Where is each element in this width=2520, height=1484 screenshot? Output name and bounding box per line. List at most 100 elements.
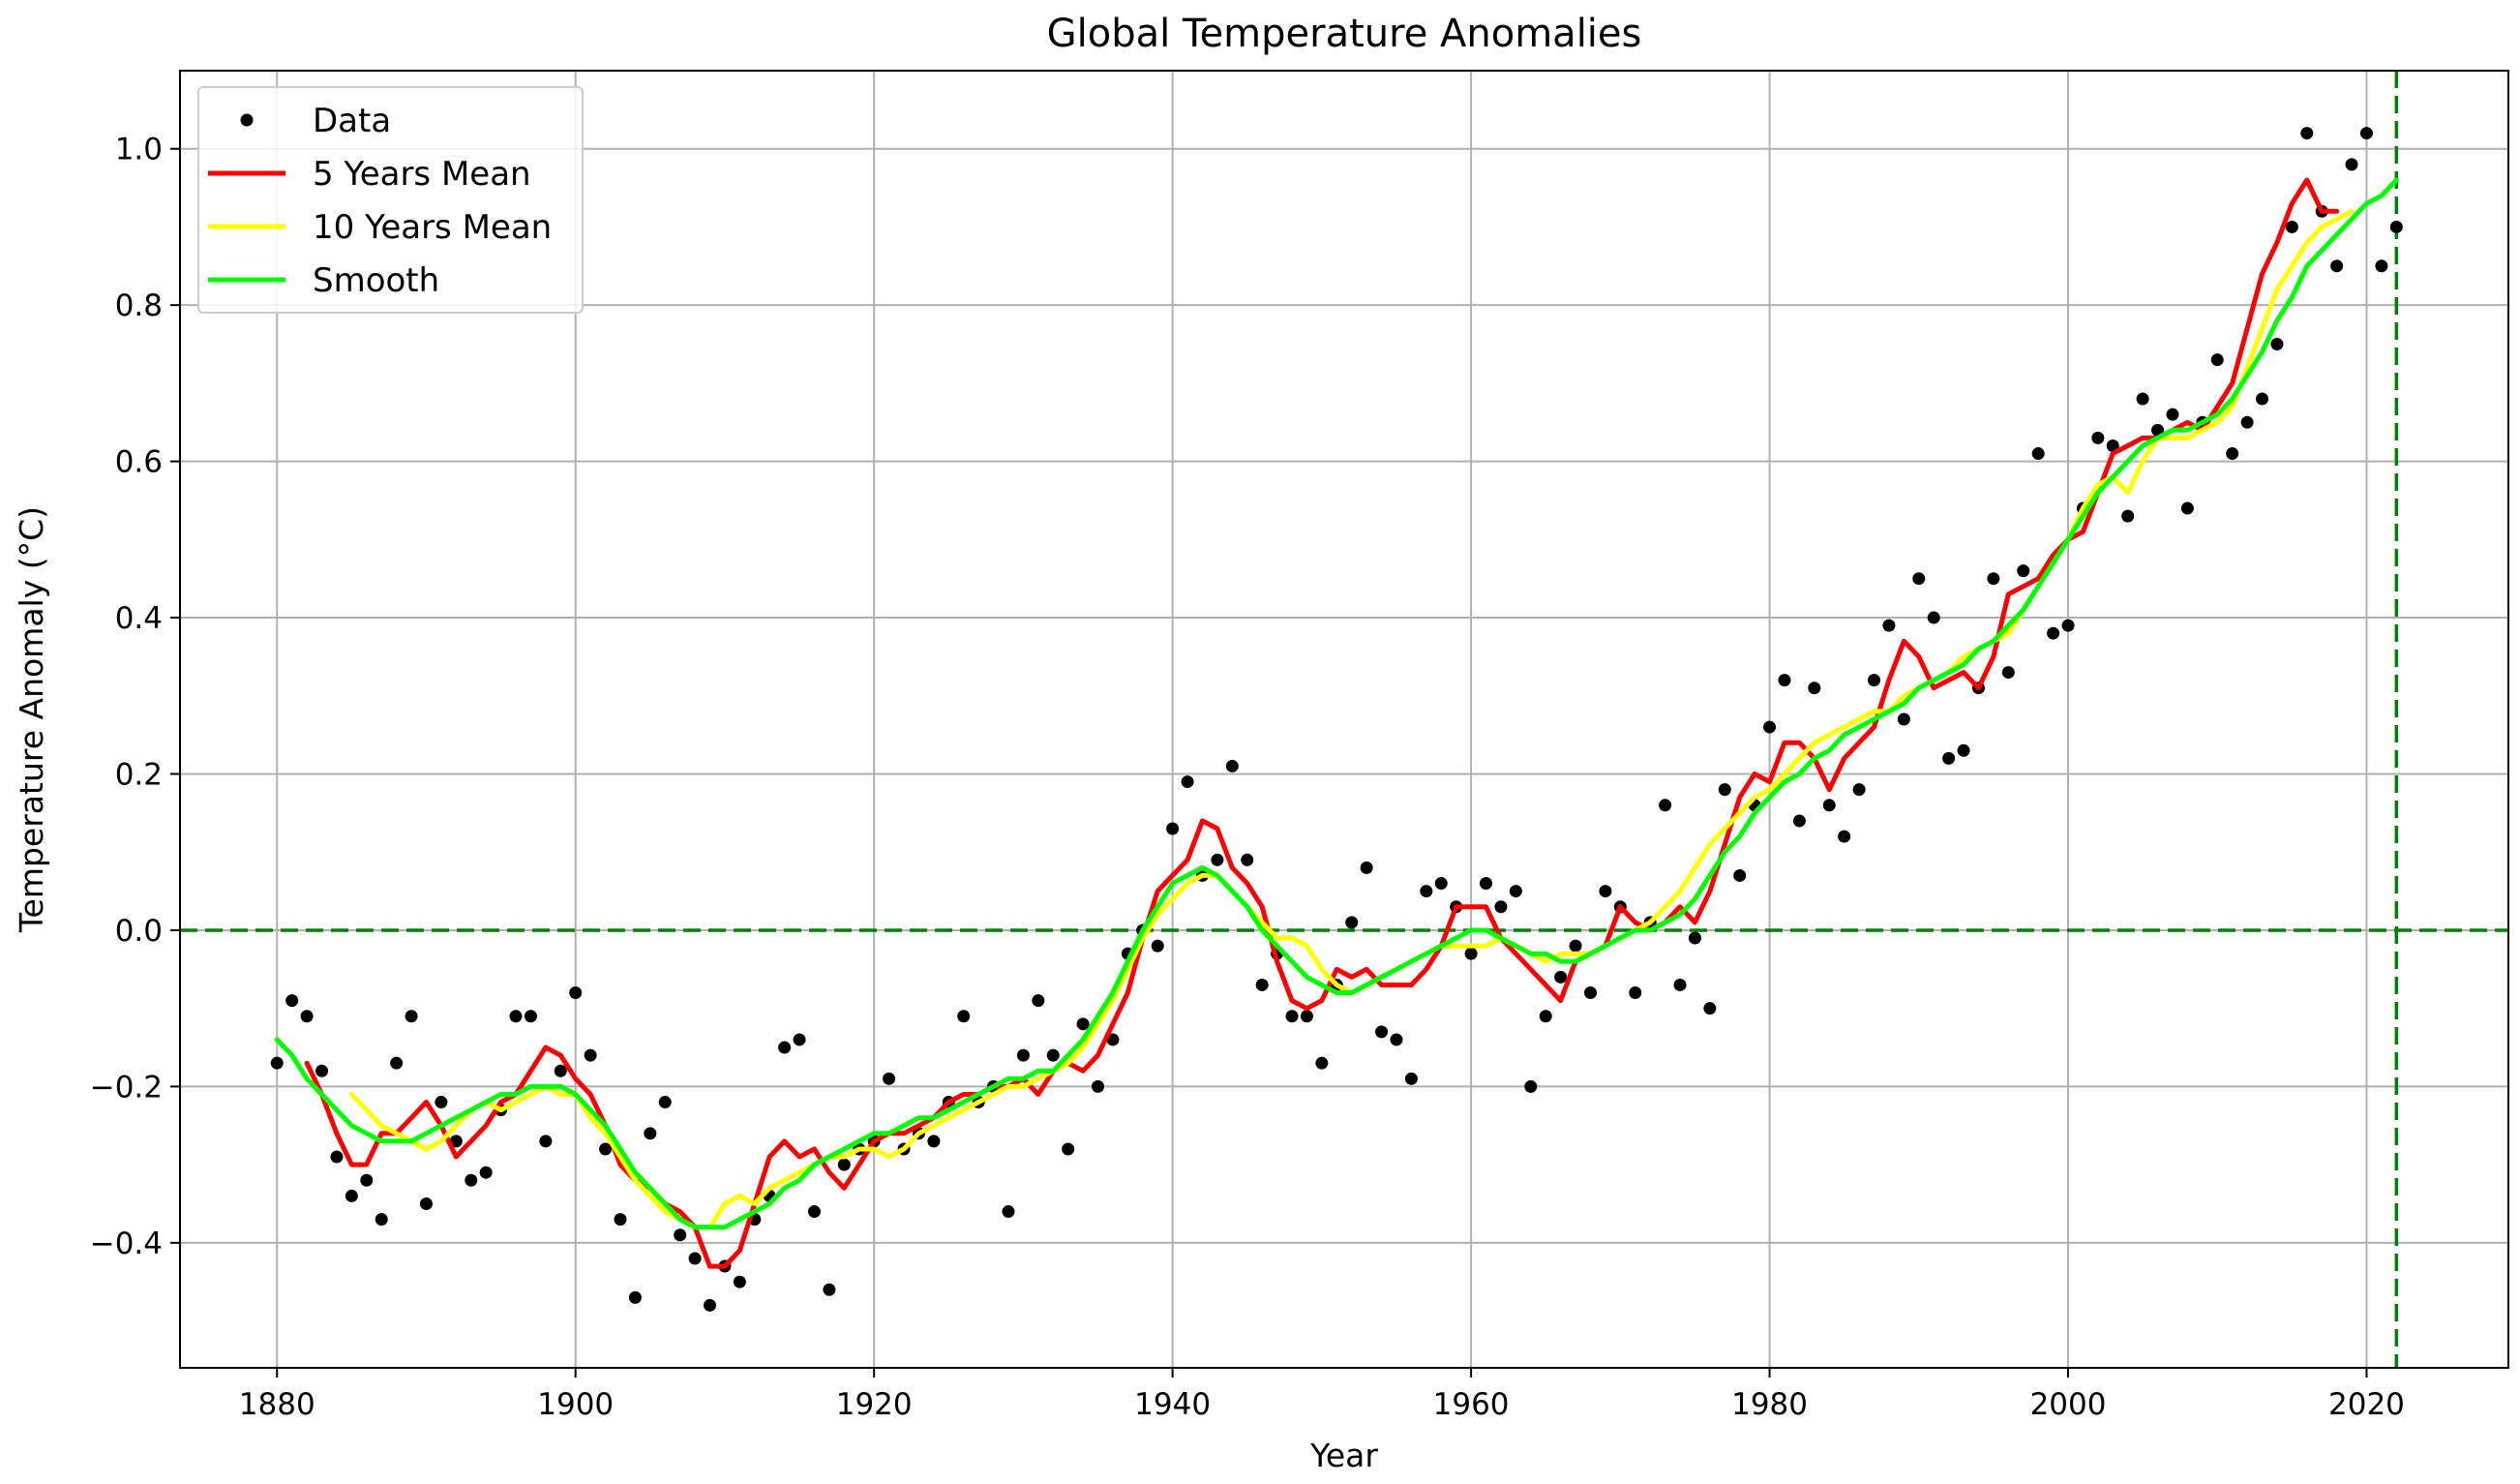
data-point [1733, 868, 1747, 882]
data-point [2300, 127, 2314, 140]
data-point [1509, 885, 1522, 898]
data-point [1688, 931, 1701, 945]
data-point [674, 1228, 687, 1242]
data-point [2001, 666, 2015, 680]
data-point [2389, 220, 2403, 233]
data-point [479, 1166, 493, 1179]
data-point [1225, 759, 1239, 772]
data-point [2359, 127, 2373, 140]
data-point [1032, 994, 1045, 1008]
data-point [1211, 853, 1224, 866]
legend-label-data: Data [313, 102, 391, 140]
data-point [2151, 423, 2165, 437]
data-point [688, 1252, 702, 1265]
x-tick-label: 2020 [2328, 1387, 2405, 1422]
data-point [270, 1056, 284, 1070]
data-point [2256, 392, 2269, 406]
data-point [539, 1135, 553, 1148]
data-point [1927, 611, 1940, 624]
x-tick-label: 1880 [239, 1387, 315, 1422]
series-lines [274, 177, 2399, 1269]
data-point [1300, 1010, 1313, 1023]
data-point [1539, 1010, 1552, 1023]
data-point [644, 1127, 657, 1140]
data-point [390, 1056, 404, 1070]
x-axis: 1880 1900 1920 1940 1960 1980 2000 2020 [239, 1368, 2405, 1422]
data-point [883, 1072, 896, 1085]
data-point [704, 1298, 717, 1312]
data-point [1599, 885, 1612, 898]
data-point [2375, 259, 2388, 273]
data-point [1106, 1033, 1120, 1046]
data-point [1822, 799, 1836, 812]
y-tick-label: 0.6 [115, 445, 163, 480]
data-point [1016, 1048, 1030, 1062]
data-point [524, 1010, 537, 1023]
legend-label-10-years-mean: 10 Years Mean [313, 208, 552, 247]
data-point [1241, 853, 1254, 866]
data-point [435, 1096, 448, 1109]
data-point [1897, 712, 1910, 726]
x-tick-label: 1940 [1134, 1387, 1211, 1422]
y-tick-label: −0.2 [90, 1070, 163, 1105]
data-point [1046, 1048, 1060, 1062]
legend: Data 5 Years Mean 10 Years Mean Smooth [197, 86, 584, 314]
data-point [1494, 900, 1508, 914]
legend-box [197, 86, 584, 314]
y-tick-label: 1.0 [115, 133, 163, 167]
x-tick-label: 1960 [1433, 1387, 1510, 1422]
data-point [2180, 501, 2194, 515]
y-tick-label: 0.4 [115, 601, 163, 636]
data-point [1718, 783, 1731, 797]
data-point [1404, 1072, 1418, 1085]
y-axis-label: Temperature Anomaly (°C) [13, 506, 50, 933]
data-point [1987, 572, 2000, 586]
data-point [554, 1064, 567, 1077]
data-point [1554, 970, 1568, 984]
chart-title: Global Temperature Anomalies [1047, 12, 1642, 56]
data-point [599, 1142, 613, 1156]
data-point [2106, 439, 2119, 452]
data-point [1703, 1002, 1717, 1015]
data-point [2091, 431, 2105, 444]
data-point [1763, 720, 1777, 734]
y-tick-label: −0.4 [90, 1227, 163, 1261]
data-point [1569, 939, 1582, 953]
data-point [614, 1213, 627, 1227]
data-point [1002, 1205, 1015, 1219]
data-point [1390, 1033, 1403, 1046]
data-point [2017, 564, 2030, 578]
data-point [345, 1189, 358, 1202]
data-point [2136, 392, 2149, 406]
data-point [2345, 158, 2358, 171]
data-point [375, 1213, 388, 1227]
data-point [1464, 947, 1478, 960]
data-point [1345, 916, 1359, 929]
data-point [807, 1205, 821, 1219]
data-point [509, 1010, 523, 1023]
y-tick-label: 0.2 [115, 758, 163, 793]
y-tick-label: 0.8 [115, 288, 163, 323]
data-point [1942, 751, 1956, 765]
data-point [927, 1135, 941, 1148]
x-tick-label: 1900 [537, 1387, 614, 1422]
data-point [1420, 885, 1433, 898]
data-point [1792, 814, 1806, 828]
data-point [1375, 1025, 1389, 1039]
data-point [569, 986, 583, 1000]
x-tick-label: 1980 [1731, 1387, 1808, 1422]
data-point [778, 1041, 792, 1054]
data-point [2121, 509, 2135, 523]
data-point [2061, 619, 2075, 632]
data-point [823, 1283, 836, 1296]
data-point [360, 1173, 374, 1187]
reference-lines [180, 71, 2508, 1368]
legend-label-smooth: Smooth [313, 261, 439, 300]
data-point [2330, 259, 2344, 273]
data-point [1583, 986, 1597, 1000]
data-point [2240, 415, 2254, 429]
data-point [330, 1150, 344, 1164]
data-point [2031, 447, 2045, 461]
data-point [1629, 986, 1642, 1000]
